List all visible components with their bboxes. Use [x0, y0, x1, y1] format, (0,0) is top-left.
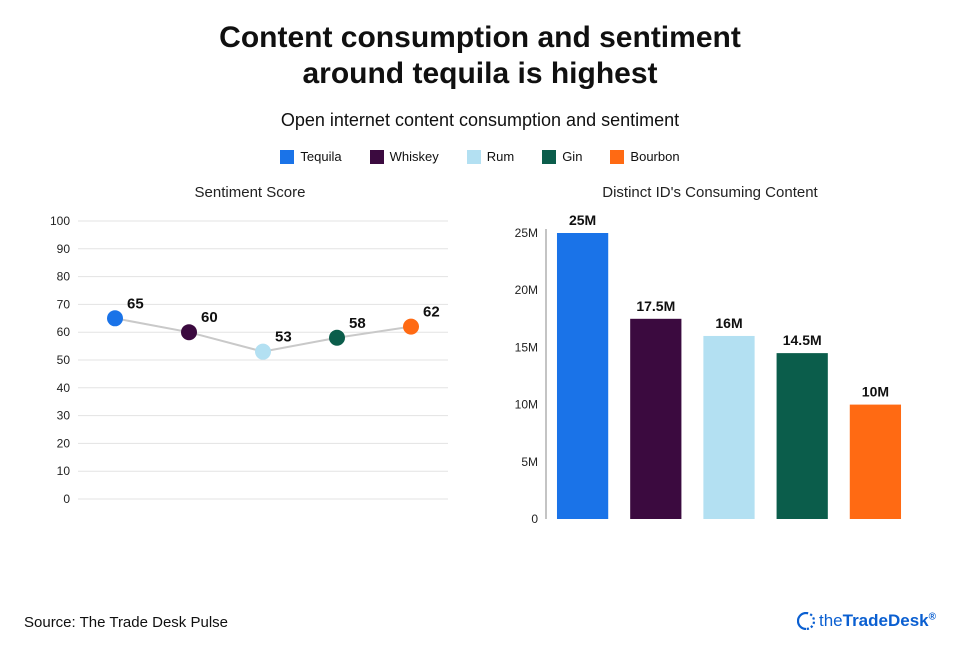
- sentiment-marker: [107, 310, 123, 326]
- svg-text:10M: 10M: [515, 398, 538, 412]
- consumption-value-label: 16M: [715, 315, 742, 331]
- legend-swatch: [370, 150, 384, 164]
- sentiment-marker: [181, 324, 197, 340]
- legend-swatch: [467, 150, 481, 164]
- page-title: Content consumption and sentiment around…: [30, 20, 930, 92]
- legend-label: Gin: [562, 149, 582, 164]
- legend-item: Bourbon: [610, 149, 679, 164]
- legend-label: Whiskey: [390, 149, 439, 164]
- consumption-chart: 0 5M 10M 15M 20M 25M 25M 17.5M 16M 14.5M 10M: [500, 213, 920, 533]
- title-line-1: Content consumption and sentiment: [219, 21, 741, 54]
- svg-text:30: 30: [57, 409, 71, 423]
- svg-text:0: 0: [63, 492, 70, 506]
- svg-text:20: 20: [57, 436, 71, 450]
- consumption-bar: [557, 233, 608, 519]
- sentiment-marker: [255, 344, 271, 360]
- consumption-value-label: 17.5M: [636, 298, 675, 314]
- sentiment-panel: Sentiment Score 0 10 20 30 40 50 60 70 80 90 100 65…: [40, 184, 460, 533]
- svg-text:100: 100: [50, 214, 70, 228]
- consumption-bar: [850, 405, 901, 519]
- legend-label: Tequila: [300, 149, 341, 164]
- svg-text:50: 50: [57, 353, 71, 367]
- svg-text:70: 70: [57, 297, 71, 311]
- source-label: Source: The Trade Desk Pulse: [24, 614, 228, 631]
- consumption-value-label: 10M: [862, 384, 889, 400]
- svg-text:80: 80: [57, 270, 71, 284]
- consumption-value-label: 14.5M: [783, 332, 822, 348]
- svg-text:40: 40: [57, 381, 71, 395]
- legend-swatch: [610, 150, 624, 164]
- legend-label: Rum: [487, 149, 514, 164]
- svg-text:0: 0: [531, 512, 538, 526]
- svg-text:5M: 5M: [521, 455, 538, 469]
- legend-item: Gin: [542, 149, 582, 164]
- sentiment-chart: 0 10 20 30 40 50 60 70 80 90 100 65 60 53 58 62: [40, 213, 460, 513]
- sentiment-value-label: 60: [201, 309, 218, 326]
- sentiment-marker: [329, 330, 345, 346]
- sentiment-value-label: 53: [275, 329, 292, 346]
- legend-item: Whiskey: [370, 149, 439, 164]
- svg-text:25M: 25M: [515, 226, 538, 240]
- sentiment-value-label: 62: [423, 304, 440, 321]
- consumption-chart-title: Distinct ID's Consuming Content: [500, 184, 920, 201]
- svg-text:90: 90: [57, 242, 71, 256]
- brand-text: theTradeDesk®: [819, 611, 936, 631]
- consumption-bar: [777, 353, 828, 519]
- consumption-panel: Distinct ID's Consuming Content 0 5M 10M 15…: [500, 184, 920, 533]
- title-line-2: around tequila is highest: [302, 57, 657, 90]
- brand-logo: theTradeDesk®: [797, 611, 936, 631]
- svg-text:60: 60: [57, 325, 71, 339]
- sentiment-marker: [403, 319, 419, 335]
- consumption-value-label: 25M: [569, 213, 596, 228]
- legend-swatch: [280, 150, 294, 164]
- legend-item: Rum: [467, 149, 514, 164]
- svg-text:15M: 15M: [515, 340, 538, 354]
- consumption-bar: [630, 319, 681, 519]
- sentiment-value-label: 65: [127, 295, 144, 312]
- page-subtitle: Open internet content consumption and se…: [30, 110, 930, 131]
- legend: Tequila Whiskey Rum Gin Bourbon: [30, 149, 930, 164]
- legend-item: Tequila: [280, 149, 341, 164]
- legend-swatch: [542, 150, 556, 164]
- svg-text:20M: 20M: [515, 283, 538, 297]
- consumption-bar: [703, 336, 754, 519]
- sentiment-value-label: 58: [349, 315, 366, 332]
- sentiment-chart-title: Sentiment Score: [40, 184, 460, 201]
- legend-label: Bourbon: [630, 149, 679, 164]
- brand-icon: [797, 612, 815, 630]
- svg-text:10: 10: [57, 464, 71, 478]
